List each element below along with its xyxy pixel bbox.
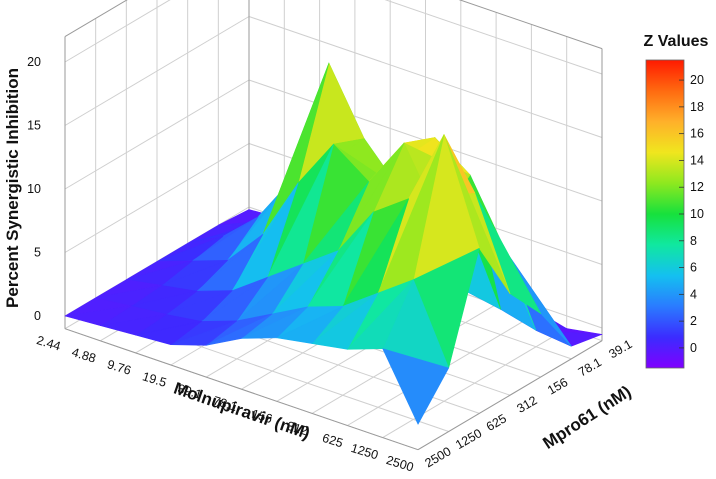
surface-facet	[100, 314, 167, 336]
surface-facet	[382, 348, 450, 425]
x-tick-label: 625	[321, 431, 345, 450]
x-tick-label: 9.76	[105, 357, 132, 378]
z-tick-labels: 0 5 10 15 20	[27, 55, 41, 323]
colorbar-tick-label: 10	[690, 207, 704, 221]
colorbar-tick-label: 14	[690, 153, 704, 167]
y-tick-label: 1250	[453, 426, 484, 452]
colorbar-tick-label: 4	[690, 287, 697, 301]
colorbar-tick-label: 6	[690, 261, 697, 275]
x-axis-title: Molnupiravir (nM)	[171, 379, 312, 443]
surface-facet	[347, 279, 414, 350]
surface-facet	[241, 306, 308, 339]
colorbar-tick-label: 16	[690, 127, 704, 141]
grid-line	[64, 328, 419, 451]
colorbar-title: Z Values	[644, 33, 709, 50]
colorbar-tick-label: 12	[690, 180, 704, 194]
x-tick-label: 156	[250, 407, 274, 426]
x-tick-label: 39.1	[176, 381, 203, 402]
y-tick-label: 2500	[423, 444, 454, 470]
surface-facet	[170, 320, 238, 346]
colorbar-tick-label: 0	[690, 341, 697, 355]
y-tick-label: 625	[484, 411, 509, 434]
x-tick-label: 19.5	[141, 369, 168, 390]
colorbar-tick-label: 8	[690, 234, 697, 248]
surface-facet	[311, 292, 379, 350]
y-tick-label: 312	[515, 393, 540, 416]
z-tick-label: 10	[27, 182, 41, 196]
x-tick-label: 2.44	[35, 333, 62, 354]
grid-line	[458, 0, 603, 50]
colorbar-ticks: 0 2 4 6 8 10 12 14 16 18 20	[679, 73, 704, 355]
surface-facet	[135, 321, 202, 346]
z-tick-label: 20	[27, 55, 41, 69]
surface-mesh	[64, 62, 603, 425]
y-tick-label: 39.1	[607, 337, 635, 361]
z-tick-label: 0	[34, 309, 41, 323]
x-tick-label: 1250	[349, 441, 380, 463]
x-tick-label: 312	[285, 419, 309, 438]
grid-line	[417, 340, 603, 451]
x-tick-label: 4.88	[70, 345, 97, 366]
x-tick-label: 2500	[385, 453, 416, 475]
x-tick-label: 78.1	[211, 394, 238, 415]
colorbar-tick-label: 18	[690, 100, 704, 114]
surface-facet	[205, 313, 273, 346]
surface-facet	[276, 305, 344, 344]
colorbar-tick-label: 20	[690, 73, 704, 87]
colorbar-tick-label: 2	[690, 314, 697, 328]
grid-line	[64, 0, 128, 38]
z-axis-title: Percent Synergistic Inhibition	[3, 68, 22, 308]
colorbar	[645, 59, 685, 369]
surface-facet	[64, 305, 132, 326]
z-tick-label: 5	[34, 246, 41, 260]
z-tick-label: 15	[27, 119, 41, 133]
y-tick-label: 78.1	[576, 355, 604, 379]
y-tick-label: 156	[545, 375, 570, 398]
